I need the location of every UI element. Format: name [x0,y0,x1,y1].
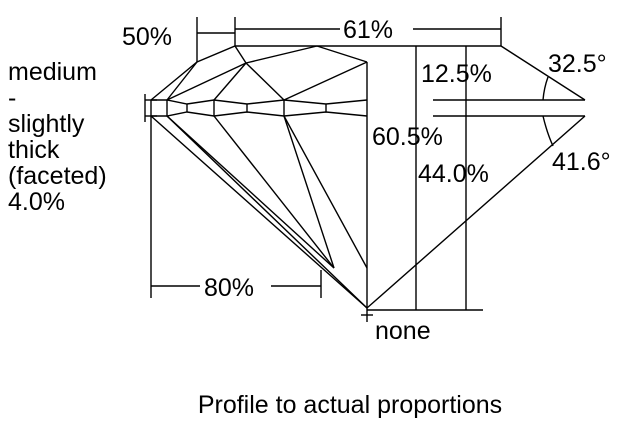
crown-height-label: 12.5% [421,60,492,88]
pavilion-depth-label: 44.0% [418,160,489,188]
caption: Profile to actual proportions [198,391,502,419]
girdle-label-line: slightly [8,110,85,138]
girdle-label: medium - slightly thick (faceted) 4.0% [8,58,107,216]
crown-angle-label: 32.5° [548,50,607,78]
culet-label: none [375,317,431,345]
girdle-label-line: 4.0% [8,188,65,216]
girdle-label-line: - [8,84,16,112]
pavilion-angle-label: 41.6° [552,148,611,176]
girdle-label-line: thick [8,136,60,164]
girdle-label-line: medium [8,58,97,86]
lower-half-length-label: 80% [204,274,254,302]
table-label: 61% [343,16,393,44]
girdle-label-line: (faceted) [8,162,107,190]
total-depth-label: 60.5% [372,123,443,151]
diamond-profile [150,45,586,309]
dimension-lines [144,17,585,322]
star-length-label: 50% [122,23,172,51]
